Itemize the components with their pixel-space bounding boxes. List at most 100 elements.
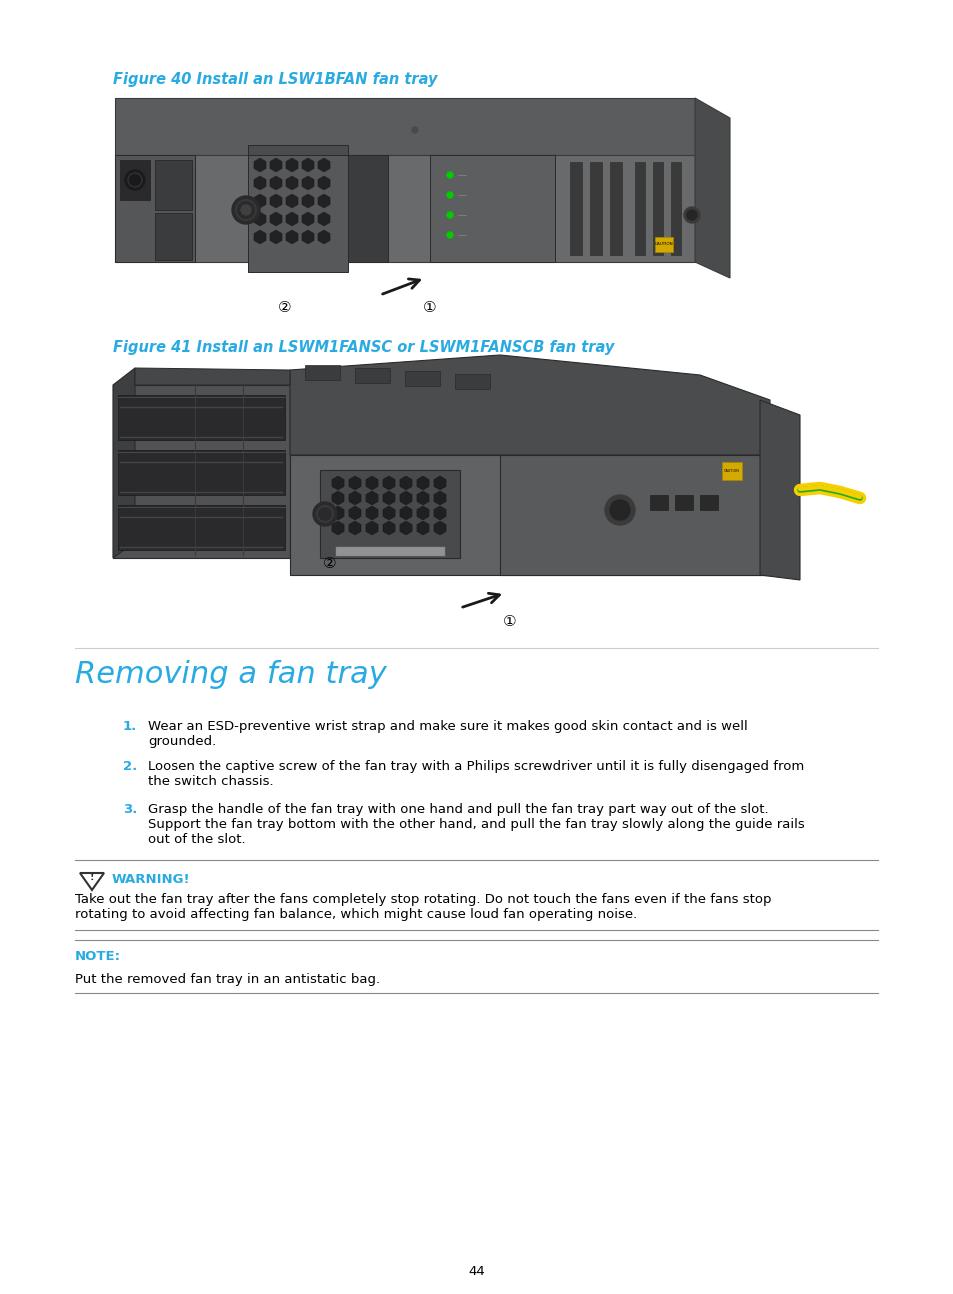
Polygon shape [317,212,330,226]
Text: Figure 40 Install an LSW1BFAN fan tray: Figure 40 Install an LSW1BFAN fan tray [112,72,437,87]
Polygon shape [649,496,667,510]
Polygon shape [635,162,644,255]
Polygon shape [268,155,388,261]
Polygon shape [317,176,330,190]
Polygon shape [248,155,348,272]
Polygon shape [118,395,285,440]
Polygon shape [115,155,194,261]
Polygon shape [382,476,395,490]
Polygon shape [332,476,344,490]
Text: Figure 41 Install an LSWM1FANSC or LSWM1FANSCB fan tray: Figure 41 Install an LSWM1FANSC or LSWM1… [112,340,614,355]
Polygon shape [721,462,741,480]
Circle shape [609,499,629,520]
Polygon shape [416,506,429,520]
Polygon shape [652,162,662,255]
Circle shape [683,207,700,223]
Text: !: ! [90,872,94,883]
Text: ②: ② [323,555,336,571]
Circle shape [125,170,145,190]
Polygon shape [434,476,446,490]
Polygon shape [609,162,621,255]
Polygon shape [253,212,266,226]
Polygon shape [118,505,285,550]
Polygon shape [301,158,314,172]
Polygon shape [366,476,377,490]
Polygon shape [382,521,395,534]
Polygon shape [349,490,360,505]
Polygon shape [135,367,290,386]
Polygon shape [675,496,692,510]
Polygon shape [270,158,282,172]
Polygon shape [366,506,377,520]
Text: ①: ① [502,615,517,629]
Text: Take out the fan tray after the fans completely stop rotating. Do not touch the : Take out the fan tray after the fans com… [75,893,771,921]
Polygon shape [270,230,282,245]
Polygon shape [286,158,297,172]
Text: WARNING!: WARNING! [112,873,191,886]
Text: 2.: 2. [123,760,137,773]
Polygon shape [286,230,297,245]
Polygon shape [434,506,446,520]
Polygon shape [335,546,444,556]
Text: ①: ① [423,299,436,314]
Text: 44: 44 [468,1266,485,1278]
Polygon shape [270,212,282,226]
Polygon shape [317,230,330,245]
Polygon shape [286,194,297,208]
Polygon shape [270,176,282,190]
Circle shape [241,204,251,215]
Polygon shape [434,490,446,505]
Polygon shape [253,230,266,245]
Polygon shape [332,506,344,520]
Polygon shape [319,470,459,558]
Polygon shape [589,162,601,255]
Text: 1.: 1. [123,719,137,732]
Polygon shape [499,455,769,575]
Polygon shape [399,506,412,520]
Circle shape [447,232,453,238]
Polygon shape [317,158,330,172]
Polygon shape [416,476,429,490]
Circle shape [447,172,453,179]
Polygon shape [416,490,429,505]
Text: Wear an ESD-preventive wrist strap and make sure it makes good skin contact and : Wear an ESD-preventive wrist strap and m… [148,719,747,748]
Circle shape [604,496,635,525]
Polygon shape [695,98,729,278]
Polygon shape [253,194,266,208]
Circle shape [412,127,417,133]
Text: Put the removed fan tray in an antistatic bag.: Put the removed fan tray in an antistati… [75,973,379,986]
Polygon shape [382,490,395,505]
Text: Grasp the handle of the fan tray with one hand and pull the fan tray part way ou: Grasp the handle of the fan tray with on… [148,804,804,846]
Circle shape [686,210,697,220]
Polygon shape [700,496,718,510]
Polygon shape [399,521,412,534]
Polygon shape [80,873,104,890]
Polygon shape [455,374,490,389]
Polygon shape [317,194,330,208]
Polygon shape [569,162,581,255]
Text: Removing a fan tray: Removing a fan tray [75,660,386,688]
Polygon shape [349,506,360,520]
Polygon shape [301,176,314,190]
Polygon shape [366,490,377,505]
Text: ②: ② [278,299,292,314]
Polygon shape [349,476,360,490]
Text: Loosen the captive screw of the fan tray with a Philips screwdriver until it is : Loosen the captive screw of the fan tray… [148,760,803,788]
Polygon shape [120,160,150,201]
Polygon shape [670,162,680,255]
Polygon shape [349,521,360,534]
Polygon shape [399,490,412,505]
Polygon shape [332,490,344,505]
Polygon shape [112,386,290,558]
Polygon shape [366,521,377,534]
Polygon shape [301,194,314,208]
Polygon shape [154,214,192,260]
Circle shape [313,502,336,525]
Polygon shape [301,230,314,245]
Polygon shape [290,455,769,575]
Text: NOTE:: NOTE: [75,950,121,963]
Polygon shape [301,212,314,226]
Polygon shape [286,176,297,190]
Polygon shape [760,400,800,580]
Polygon shape [115,155,695,261]
